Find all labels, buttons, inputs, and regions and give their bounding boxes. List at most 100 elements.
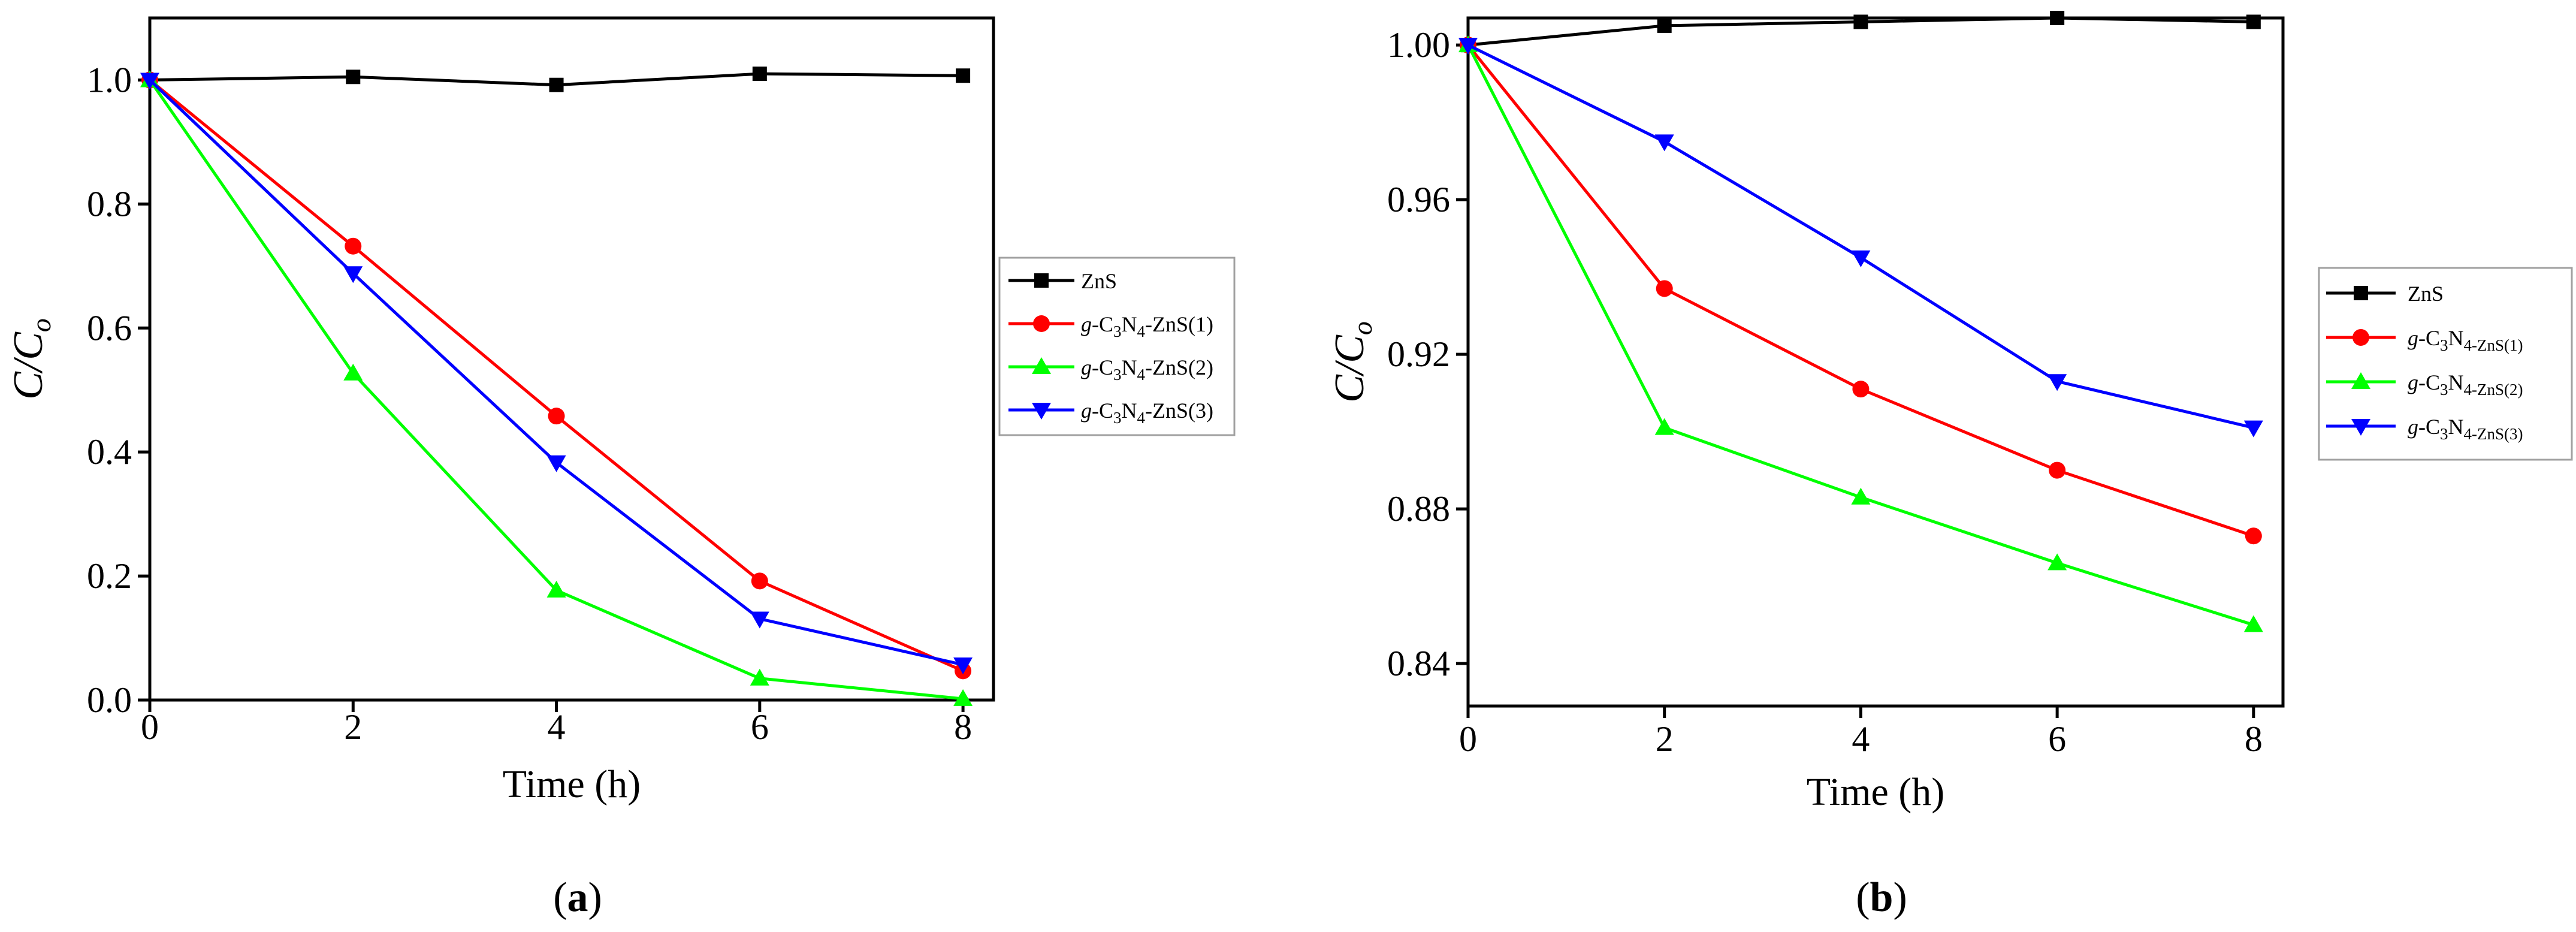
data-point	[751, 572, 768, 590]
legend-item: g-C3N4-ZnS(2)	[1008, 355, 1213, 384]
x-tick-label: 2	[344, 707, 362, 747]
y-tick-label: 0.0	[87, 680, 132, 720]
legend-label: g-C3N4-ZnS(1)	[2408, 326, 2523, 354]
data-point	[2047, 374, 2067, 391]
legend-label: ZnS	[1081, 269, 1117, 293]
y-tick-label: 0.84	[1387, 644, 1450, 683]
legend-item: g-C3N4-ZnS(1)	[1008, 312, 1213, 340]
x-tick-label: 8	[2245, 719, 2263, 759]
chart-panel-a: 0 2 4 6 8 0.0 0.2 0.4 0.6 0.8 1.0 Time (h) C/Co ZnS g-…	[5, 16, 1236, 921]
legend: ZnS g-C3N4-ZnS(1) g-C3N4-ZnS(2) g-C3N4-ZnS(…	[2318, 267, 2573, 461]
series-line	[149, 79, 964, 666]
data-point	[346, 70, 361, 85]
panel-label: (a)	[553, 874, 602, 921]
data-point	[1852, 381, 1870, 398]
series-3	[1458, 38, 2263, 438]
x-tick-label: 0	[141, 707, 159, 747]
data-point	[140, 73, 159, 90]
legend-swatch-marker	[1034, 273, 1049, 288]
legend-item: g-C3N4-ZnS(3)	[1008, 399, 1213, 427]
x-axis-title: Time (h)	[1807, 770, 1944, 814]
data-point	[1656, 280, 1673, 297]
legend-item: g-C3N4-ZnS(1)	[2326, 326, 2523, 354]
x-tick-label: 6	[2048, 719, 2066, 759]
y-tick-label: 1.00	[1387, 25, 1450, 65]
y-tick-label: 0.96	[1387, 180, 1450, 219]
x-tick-label: 6	[751, 707, 769, 747]
plot-frame	[148, 16, 995, 702]
legend-swatch-marker	[1033, 315, 1050, 332]
data-point	[549, 77, 564, 92]
x-tick-label: 4	[1852, 719, 1870, 759]
x-tick-label: 4	[548, 707, 566, 747]
data-point	[953, 689, 973, 706]
x-axis-title: Time (h)	[503, 762, 641, 806]
data-point	[2049, 462, 2066, 479]
legend-item: g-C3N4-ZnS(3)	[2326, 415, 2523, 443]
x-tick-label: 2	[1656, 719, 1674, 759]
y-tick-label: 0.2	[87, 556, 132, 596]
y-tick-label: 0.8	[87, 184, 132, 224]
data-point	[953, 657, 973, 675]
data-point	[750, 668, 769, 686]
plot-frame	[1466, 16, 2285, 708]
y-tick-label: 0.92	[1387, 334, 1450, 374]
legend-swatch-marker	[2351, 419, 2370, 436]
x-tick-label: 8	[954, 707, 972, 747]
data-point	[546, 455, 566, 472]
legend: ZnS g-C3N4-ZnS(1) g-C3N4-ZnS(2) g-C3N4-ZnS(…	[998, 257, 1236, 436]
data-point	[1853, 14, 1868, 29]
data-point	[956, 68, 971, 83]
data-point	[546, 580, 566, 598]
legend-item: ZnS	[2326, 282, 2444, 306]
data-point	[343, 363, 363, 381]
data-point	[752, 67, 767, 82]
panel-label: (b)	[1856, 874, 1907, 921]
series-1	[1460, 37, 2262, 545]
legend-swatch-marker	[2352, 329, 2369, 346]
y-tick-label: 0.88	[1387, 489, 1450, 529]
legend-item: g-C3N4-ZnS(2)	[2326, 370, 2523, 399]
series-line	[1466, 44, 2254, 626]
series-0	[143, 67, 971, 92]
legend-swatch-marker	[2354, 286, 2368, 300]
data-point	[1654, 134, 1674, 152]
legend-label: g-C3N4-ZnS(2)	[1081, 355, 1213, 384]
data-point	[750, 611, 769, 629]
y-tick-label: 0.6	[87, 308, 132, 348]
data-point	[345, 237, 362, 255]
y-axis-title: C/Co	[5, 318, 56, 400]
data-point	[1458, 38, 1478, 55]
legend-label: g-C3N4-ZnS(3)	[1081, 399, 1213, 427]
data-point	[1654, 418, 1674, 435]
data-point	[343, 266, 363, 283]
data-point	[548, 408, 565, 425]
data-point	[1851, 250, 1871, 267]
chart-panel-b: 0 2 4 6 8 0.84 0.88 0.92 0.96 1.00 Time (h) C/Co ZnS…	[1327, 11, 2573, 921]
legend-swatch-marker	[1032, 357, 1051, 374]
legend-label: ZnS	[2408, 282, 2444, 306]
x-tick-label: 0	[1459, 719, 1477, 759]
data-point	[2246, 14, 2261, 29]
data-point	[2243, 420, 2263, 438]
series-2	[1458, 35, 2263, 632]
data-point	[1657, 18, 1672, 33]
data-point	[2245, 527, 2262, 545]
legend-swatch-marker	[1032, 403, 1051, 420]
legend-label: g-C3N4-ZnS(1)	[1081, 312, 1213, 340]
y-tick-label: 0.4	[87, 432, 132, 472]
series-2	[140, 70, 973, 706]
legend-item: ZnS	[1008, 269, 1117, 293]
y-tick-label: 1.0	[87, 60, 132, 99]
series-line	[148, 79, 964, 701]
legend-label: g-C3N4-ZnS(2)	[2408, 370, 2523, 399]
data-point	[2243, 615, 2263, 632]
series-3	[140, 73, 973, 675]
legend-label: g-C3N4-ZnS(3)	[2408, 415, 2523, 443]
y-axis-title: C/Co	[1327, 321, 1378, 403]
data-point	[2047, 553, 2067, 571]
data-point	[2050, 11, 2065, 25]
data-point	[1851, 487, 1871, 505]
